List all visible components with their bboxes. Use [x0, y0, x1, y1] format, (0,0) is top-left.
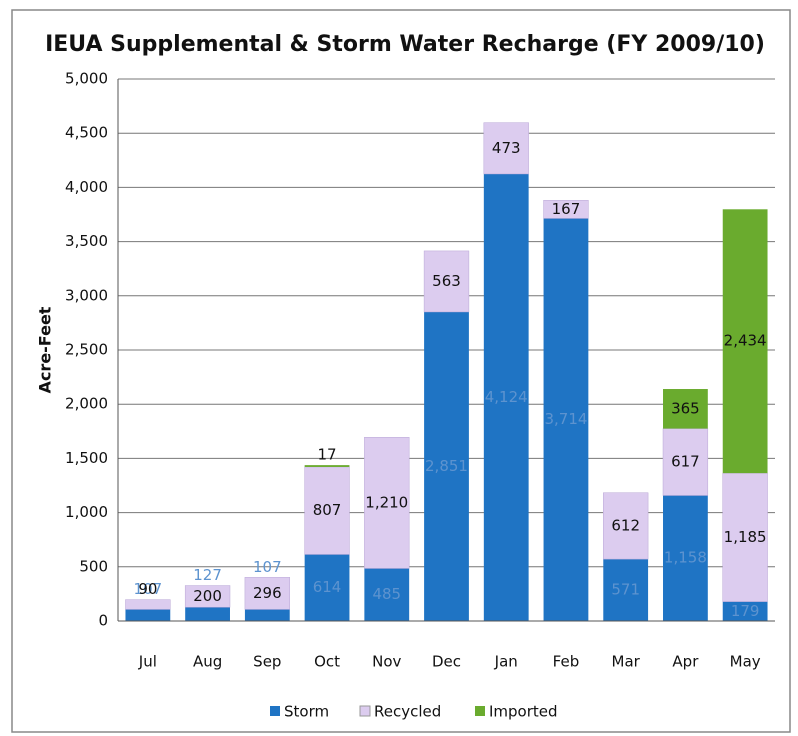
legend-swatch — [475, 706, 485, 716]
x-tick-label: Mar — [612, 653, 641, 671]
data-label: 1,185 — [724, 528, 767, 546]
bar-segment — [663, 389, 708, 429]
data-label: 167 — [552, 200, 581, 218]
bar-segment — [722, 601, 768, 621]
chart-frame — [11, 9, 791, 733]
x-tick-label: Sep — [253, 653, 281, 671]
bar-segment — [722, 472, 768, 602]
y-tick-label: 1,500 — [65, 449, 108, 467]
legend-label: Imported — [489, 703, 558, 721]
bar-segment — [364, 437, 410, 569]
x-tick-label: Feb — [553, 653, 580, 671]
data-label: 296 — [253, 584, 282, 602]
data-label: 17 — [317, 446, 336, 464]
chart-title: IEUA Supplemental & Storm Water Recharge… — [45, 32, 765, 57]
bar-segment — [125, 609, 171, 621]
bar-segment — [423, 250, 470, 313]
data-label: 4,124 — [485, 388, 528, 406]
data-label: 365 — [671, 399, 700, 417]
legend-label: Recycled — [374, 703, 441, 721]
bar-segment — [603, 492, 649, 560]
data-label: 1,158 — [664, 549, 707, 567]
bar-segment — [663, 495, 708, 621]
bar-segment — [184, 585, 231, 608]
x-tick-label: Aug — [193, 653, 222, 671]
bar-segment — [364, 568, 410, 621]
bar-segment — [483, 173, 529, 621]
x-tick-label: Apr — [672, 653, 699, 671]
y-axis-label: Acre-Feet — [36, 306, 55, 393]
data-label: 614 — [313, 578, 342, 596]
data-label: 3,714 — [544, 410, 587, 428]
bar-segment — [304, 554, 350, 621]
x-tick-label: Jan — [494, 653, 518, 671]
data-label: 485 — [372, 585, 401, 603]
data-label: 200 — [193, 587, 222, 605]
bar-segment — [662, 428, 709, 496]
bar-segment — [244, 577, 290, 610]
bar-segment — [543, 200, 589, 219]
y-tick-label: 2,000 — [65, 395, 108, 413]
legend-label: Storm — [284, 703, 329, 721]
bar-segment — [543, 218, 589, 621]
x-tick-label: Jul — [138, 653, 157, 671]
y-tick-label: 0 — [98, 612, 108, 630]
x-tick-label: Nov — [372, 653, 401, 671]
data-label: 807 — [313, 501, 342, 519]
data-label: 473 — [492, 139, 521, 157]
y-tick-label: 1,000 — [65, 503, 108, 521]
y-tick-label: 3,000 — [65, 286, 108, 304]
y-tick-label: 3,500 — [65, 232, 108, 250]
bar-segment — [304, 465, 350, 467]
bar-segment — [125, 599, 171, 610]
data-label: 2,851 — [425, 457, 468, 475]
data-label: 2,434 — [724, 332, 767, 350]
data-label: 90 — [138, 580, 157, 598]
legend-swatch — [270, 706, 280, 716]
bar-segment — [304, 466, 350, 555]
x-tick-label: May — [730, 653, 761, 671]
bar-segment — [244, 609, 290, 621]
x-tick-label: Oct — [314, 653, 340, 671]
data-label: 571 — [611, 581, 640, 599]
bar-segment — [603, 559, 649, 621]
y-tick-label: 5,000 — [65, 70, 108, 88]
data-label: 107 — [253, 558, 282, 576]
bar-segment — [722, 209, 768, 474]
y-tick-label: 2,500 — [65, 341, 108, 359]
bar-segment — [185, 607, 230, 621]
y-tick-label: 4,500 — [65, 124, 108, 142]
data-label: 1,210 — [365, 493, 408, 511]
x-tick-label: Dec — [432, 653, 461, 671]
bar-segment — [424, 311, 469, 621]
data-label: 179 — [731, 602, 760, 620]
data-label: 617 — [671, 453, 700, 471]
data-label: 107 — [134, 580, 163, 598]
data-label: 127 — [193, 566, 222, 584]
y-tick-label: 4,000 — [65, 178, 108, 196]
data-label: 612 — [611, 516, 640, 534]
data-label: 563 — [432, 272, 461, 290]
y-tick-label: 500 — [79, 557, 108, 575]
legend-swatch — [359, 705, 371, 717]
bar-segment — [483, 122, 529, 175]
